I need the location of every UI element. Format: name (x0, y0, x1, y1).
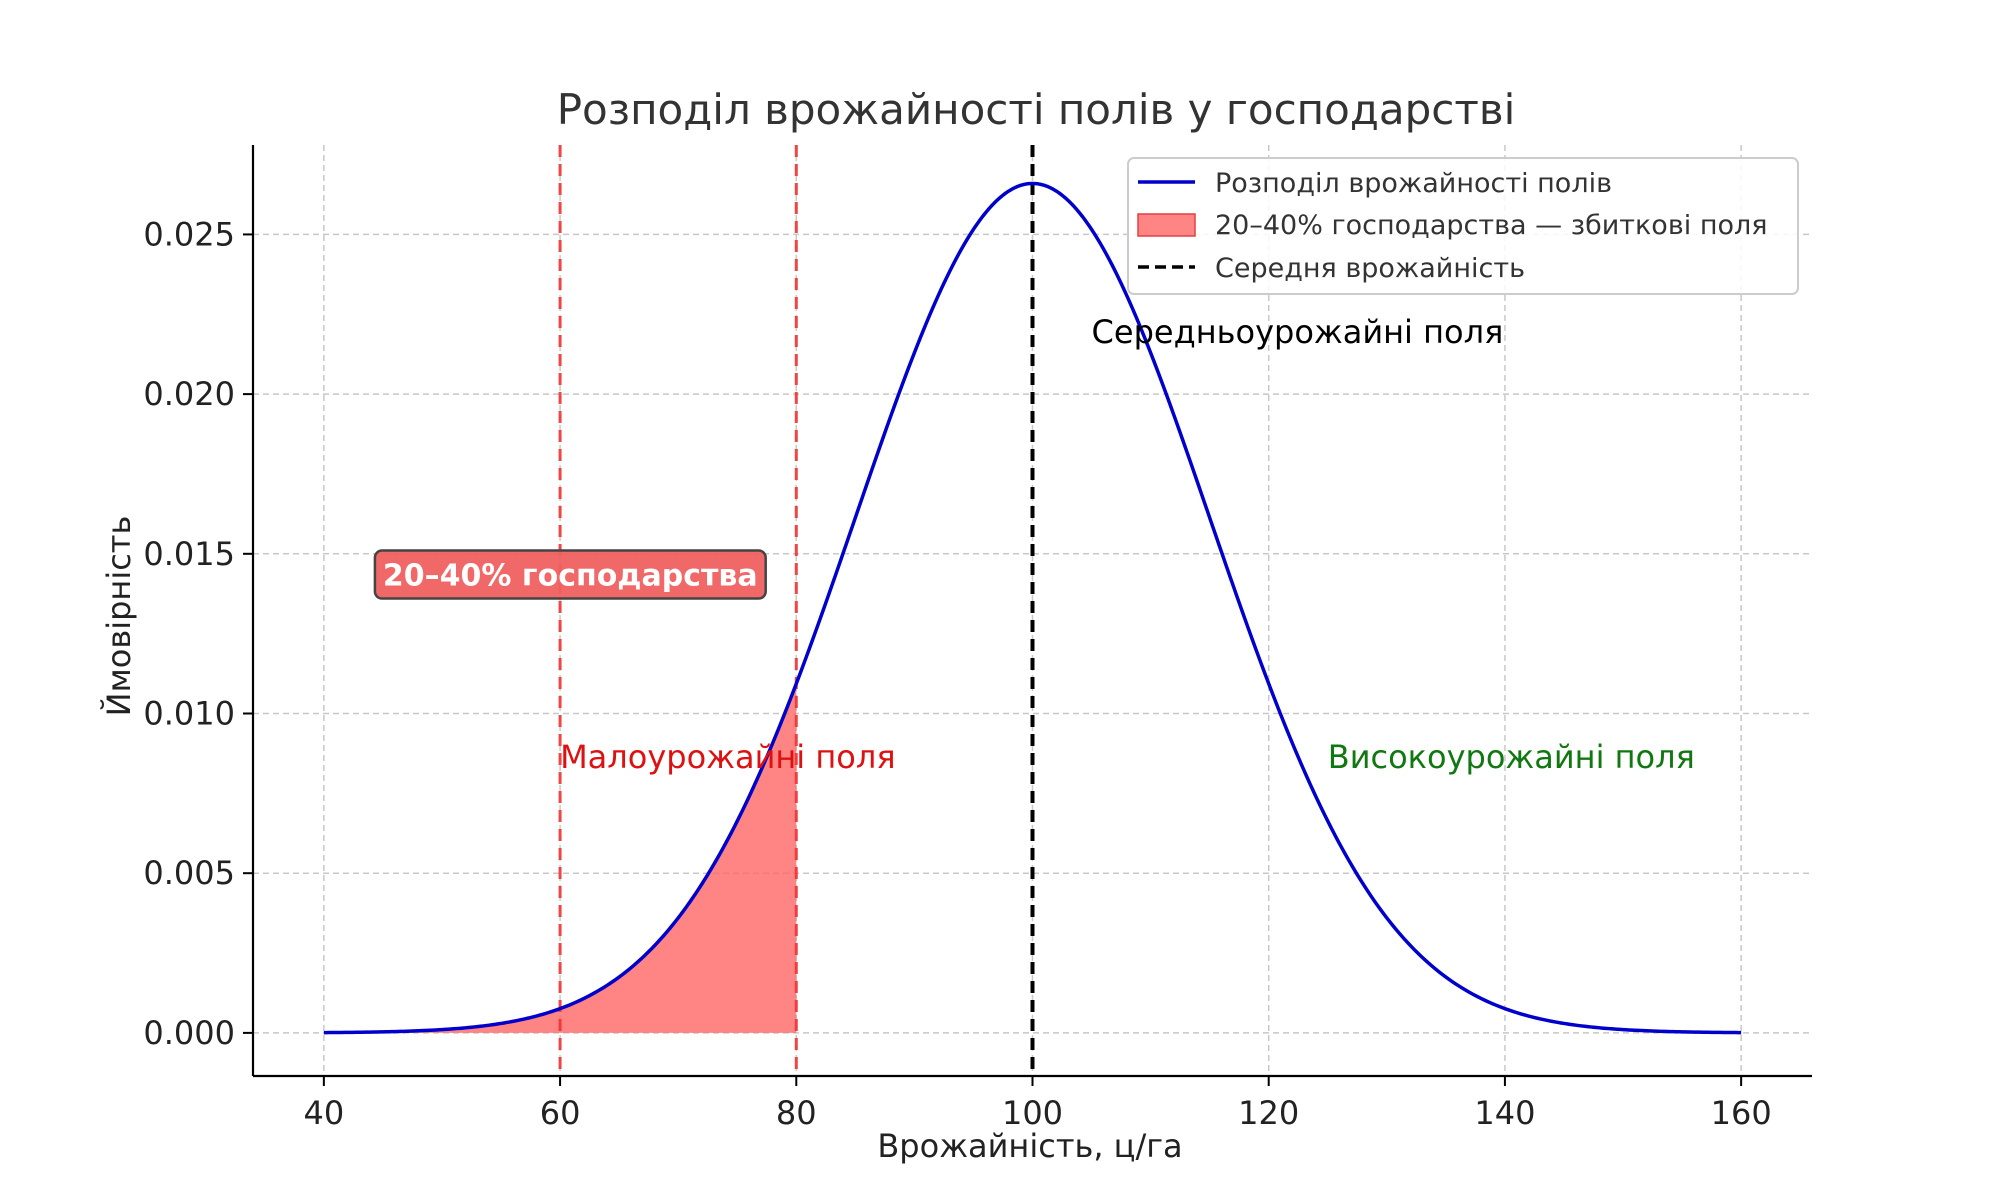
legend-area-swatch (1137, 213, 1196, 237)
legend-curve-label: Розподіл врожайності полів (1215, 168, 1612, 199)
y-ticks: 0.000 0.005 0.010 0.015 0.020 0.025 (143, 215, 253, 1052)
y-tick-label: 0.005 (143, 854, 235, 892)
annotation-label: Середньоурожайні поля (1092, 313, 1504, 351)
annotation-badge: 20–40% господарства (373, 549, 767, 600)
legend: Розподіл врожайності полів 20–40% господ… (1127, 157, 1799, 295)
curve-layer (323, 181, 1742, 1035)
shaded-area-layer (323, 683, 797, 1033)
y-tick-label: 0.025 (143, 215, 235, 253)
x-axis-label: Врожайність, ц/га (877, 1127, 1182, 1165)
legend-area-label: 20–40% господарства — збиткові поля (1215, 210, 1768, 241)
annotation-label: Високоурожайні поля (1328, 738, 1695, 776)
y-tick-label: 0.020 (143, 375, 235, 413)
x-tick-label: 40 (304, 1094, 345, 1132)
x-ticks: 40 60 80 100 120 140 160 (304, 1076, 1772, 1132)
vertical-lines-layer (558, 145, 1035, 1076)
x-tick-label: 140 (1474, 1094, 1535, 1132)
distribution-curve (323, 181, 1742, 1035)
x-tick-label: 100 (1002, 1094, 1063, 1132)
annotation-badge-box (373, 549, 767, 600)
annotations: 20–40% господарства Малоурожайні поля Сере… (373, 313, 1695, 776)
annotation-label: Малоурожайні поля (560, 738, 896, 776)
y-tick-label: 0.000 (143, 1014, 235, 1052)
legend-frame (1127, 157, 1799, 295)
x-tick-label: 60 (540, 1094, 581, 1132)
x-tick-label: 120 (1238, 1094, 1299, 1132)
y-tick-label: 0.010 (143, 695, 235, 733)
legend-mean-label: Середня врожайність (1215, 253, 1525, 284)
annotation-badge-text: 20–40% господарства (383, 559, 758, 594)
shaded-region-area (323, 683, 797, 1033)
y-tick-label: 0.015 (143, 535, 235, 573)
x-tick-label: 160 (1711, 1094, 1772, 1132)
chart-title: Розподіл врожайності полів у господарств… (557, 85, 1516, 134)
x-tick-label: 80 (776, 1094, 817, 1132)
y-axis-label: Ймовірність (100, 516, 138, 717)
